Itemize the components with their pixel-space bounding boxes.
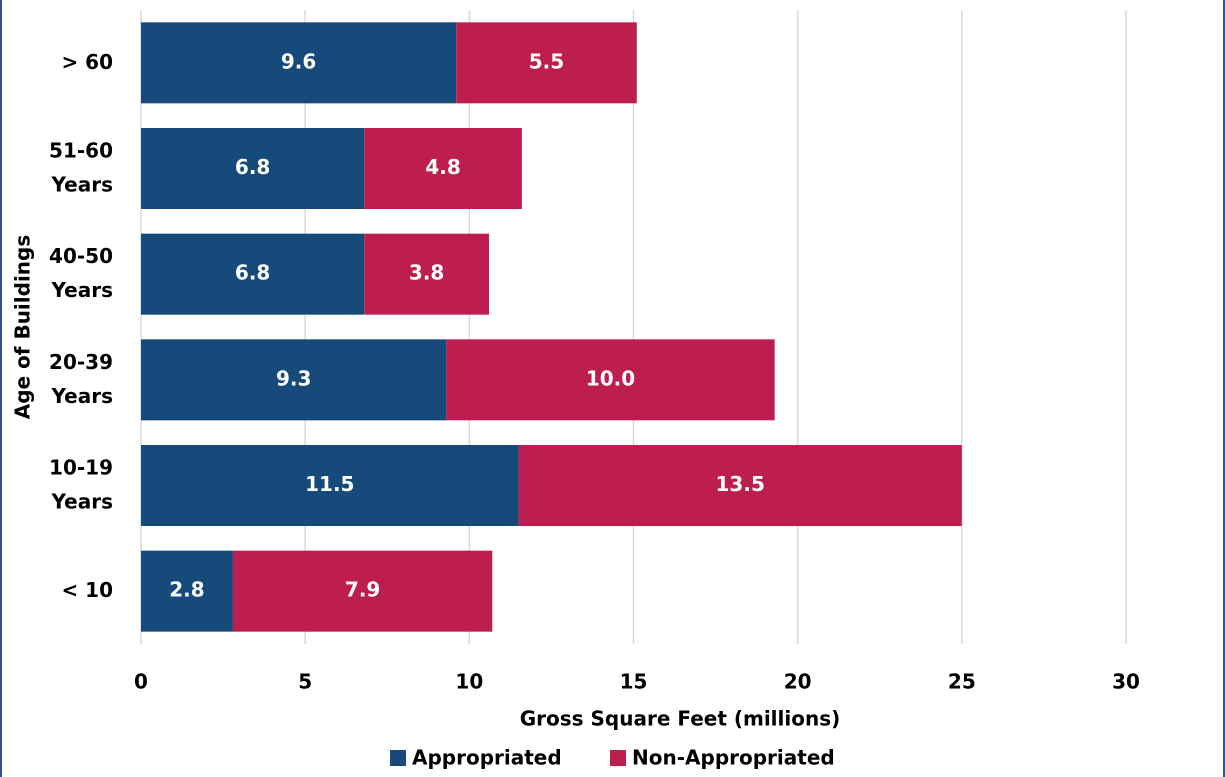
y-tick-label: 20-39 Years [49,349,113,407]
data-label: 2.8 [169,578,204,602]
bar-segment [518,445,962,526]
bar-segment [141,550,233,632]
data-label: 5.5 [529,49,564,73]
data-label: 10.0 [586,366,635,390]
data-label: 13.5 [716,472,765,496]
bar-segment [232,550,493,632]
data-label: 11.5 [305,472,354,496]
data-label: 9.3 [276,366,311,390]
x-tick-label: 20 [784,670,812,694]
bar-segment [141,339,447,421]
y-tick-label: 40-50 Years [49,244,113,302]
legend-swatch [610,750,626,766]
data-label: 3.8 [409,261,444,285]
legend-label: Appropriated [412,746,562,770]
bar-segment [141,445,519,526]
y-tick-label: > 60 [61,49,113,73]
data-label: 6.8 [235,155,270,179]
data-label: 6.8 [235,261,270,285]
bar-segment [141,22,457,104]
x-tick-label: 15 [620,670,648,694]
data-label: 4.8 [425,155,460,179]
data-label: 7.9 [345,578,380,602]
y-tick-label: < 10 [61,578,113,602]
x-tick-label: 10 [455,670,483,694]
bar-segment [364,128,522,209]
bar-segment [456,22,637,104]
x-tick-label: 0 [134,670,148,694]
y-axis-title: Age of Buildings [11,235,35,420]
y-tick-label: 10-19 Years [49,455,113,513]
x-tick-label: 25 [948,670,976,694]
bar-segment [141,128,365,209]
bar-segment [141,233,365,315]
bar-segment [446,339,775,421]
y-tick-label: 51-60 Years [49,138,113,196]
x-tick-label: 5 [298,670,312,694]
x-axis-title: Gross Square Feet (millions) [520,707,841,731]
bar-segment [364,233,490,315]
x-tick-label: 30 [1112,670,1140,694]
legend-label: Non-Appropriated [632,746,835,770]
data-label: 9.6 [281,49,316,73]
legend-swatch [390,750,406,766]
